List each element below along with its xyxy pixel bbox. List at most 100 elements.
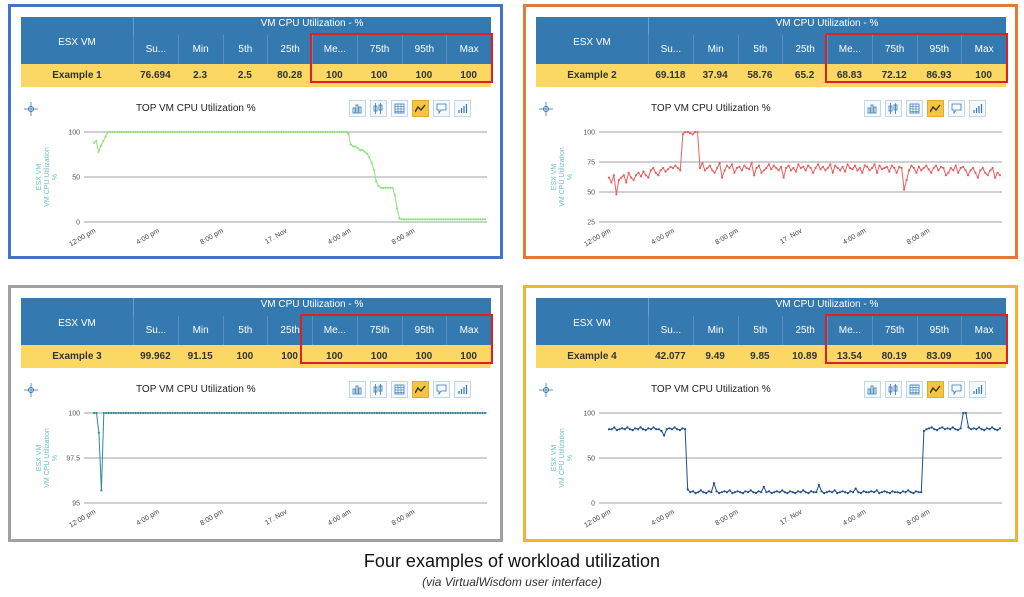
- data-point[interactable]: [739, 491, 742, 494]
- data-point[interactable]: [861, 171, 864, 174]
- data-point[interactable]: [340, 130, 343, 134]
- data-point[interactable]: [181, 411, 184, 415]
- data-point[interactable]: [105, 411, 108, 415]
- data-point[interactable]: [284, 130, 288, 134]
- data-point[interactable]: [291, 130, 295, 134]
- data-point[interactable]: [686, 488, 689, 491]
- data-point[interactable]: [993, 428, 996, 431]
- data-point[interactable]: [820, 490, 823, 493]
- data-point[interactable]: [294, 130, 297, 134]
- signal-button[interactable]: [454, 100, 471, 117]
- data-point[interactable]: [331, 411, 334, 415]
- data-point[interactable]: [775, 166, 778, 170]
- data-point[interactable]: [107, 411, 110, 415]
- data-point[interactable]: [203, 130, 207, 134]
- data-point[interactable]: [917, 491, 920, 494]
- data-point[interactable]: [744, 490, 747, 493]
- data-point[interactable]: [331, 130, 334, 134]
- data-point[interactable]: [422, 411, 425, 415]
- data-point[interactable]: [268, 130, 271, 134]
- data-point[interactable]: [812, 171, 815, 174]
- column-header[interactable]: 5th: [737, 35, 783, 64]
- data-point[interactable]: [901, 490, 905, 493]
- data-point[interactable]: [154, 411, 157, 415]
- data-point[interactable]: [97, 150, 100, 153]
- data-point[interactable]: [752, 491, 755, 494]
- bar-chart-button[interactable]: [864, 100, 881, 117]
- data-point[interactable]: [895, 171, 898, 174]
- data-point[interactable]: [932, 166, 935, 170]
- data-point[interactable]: [934, 164, 938, 167]
- data-point[interactable]: [129, 411, 132, 415]
- data-point[interactable]: [718, 492, 721, 495]
- data-point[interactable]: [384, 186, 387, 189]
- column-header[interactable]: Min: [692, 35, 738, 64]
- data-point[interactable]: [786, 492, 789, 495]
- data-point[interactable]: [261, 130, 264, 134]
- data-point[interactable]: [254, 130, 258, 134]
- data-point[interactable]: [634, 427, 637, 430]
- data-point[interactable]: [245, 130, 248, 134]
- data-point[interactable]: [375, 411, 378, 415]
- data-point[interactable]: [400, 218, 403, 221]
- column-header-esx-vm[interactable]: ESX VM: [536, 17, 649, 64]
- data-point[interactable]: [715, 490, 718, 493]
- data-point[interactable]: [967, 426, 970, 429]
- data-point[interactable]: [896, 491, 899, 494]
- data-point[interactable]: [949, 166, 952, 170]
- data-point[interactable]: [886, 491, 889, 494]
- data-point[interactable]: [299, 411, 302, 415]
- range-button[interactable]: [885, 381, 902, 398]
- data-point[interactable]: [428, 218, 431, 221]
- data-point[interactable]: [372, 168, 376, 171]
- data-point[interactable]: [642, 428, 645, 431]
- data-point[interactable]: [118, 130, 121, 134]
- data-point[interactable]: [626, 426, 629, 429]
- data-point[interactable]: [989, 169, 992, 172]
- data-point[interactable]: [836, 166, 839, 170]
- data-point[interactable]: [824, 169, 827, 172]
- data-point[interactable]: [127, 411, 130, 415]
- data-point[interactable]: [904, 491, 907, 494]
- data-point[interactable]: [289, 130, 292, 134]
- data-point[interactable]: [476, 218, 480, 221]
- data-point[interactable]: [427, 411, 430, 415]
- data-point[interactable]: [272, 411, 275, 415]
- data-point[interactable]: [483, 218, 487, 221]
- data-point[interactable]: [474, 411, 477, 415]
- data-point[interactable]: [983, 429, 986, 432]
- data-point[interactable]: [303, 130, 306, 134]
- data-point[interactable]: [622, 174, 625, 177]
- data-point[interactable]: [735, 166, 738, 170]
- column-header[interactable]: 95th: [916, 316, 962, 345]
- table-button[interactable]: [391, 100, 408, 117]
- data-point[interactable]: [402, 411, 405, 415]
- data-point[interactable]: [136, 130, 140, 134]
- data-point[interactable]: [102, 139, 105, 143]
- data-point[interactable]: [878, 164, 881, 167]
- data-point[interactable]: [927, 168, 930, 171]
- data-point[interactable]: [791, 491, 794, 494]
- data-point[interactable]: [312, 130, 315, 134]
- data-point[interactable]: [794, 492, 797, 495]
- data-point[interactable]: [324, 411, 327, 415]
- column-header[interactable]: 95th: [401, 316, 447, 345]
- column-header[interactable]: Su...: [648, 35, 693, 64]
- data-point[interactable]: [951, 426, 954, 429]
- data-point[interactable]: [277, 411, 280, 415]
- data-point[interactable]: [930, 426, 933, 429]
- column-header[interactable]: 25th: [782, 35, 827, 64]
- data-point[interactable]: [439, 411, 442, 415]
- data-point[interactable]: [939, 165, 943, 168]
- data-point[interactable]: [201, 130, 204, 134]
- data-point[interactable]: [935, 429, 939, 432]
- column-header[interactable]: Me...: [312, 35, 357, 64]
- data-point[interactable]: [405, 218, 408, 221]
- data-point[interactable]: [201, 411, 204, 415]
- data-point[interactable]: [229, 130, 232, 134]
- data-point[interactable]: [762, 169, 766, 172]
- data-point[interactable]: [972, 427, 975, 430]
- data-point[interactable]: [193, 411, 196, 415]
- data-point[interactable]: [817, 483, 821, 487]
- column-header[interactable]: Max: [961, 35, 1006, 64]
